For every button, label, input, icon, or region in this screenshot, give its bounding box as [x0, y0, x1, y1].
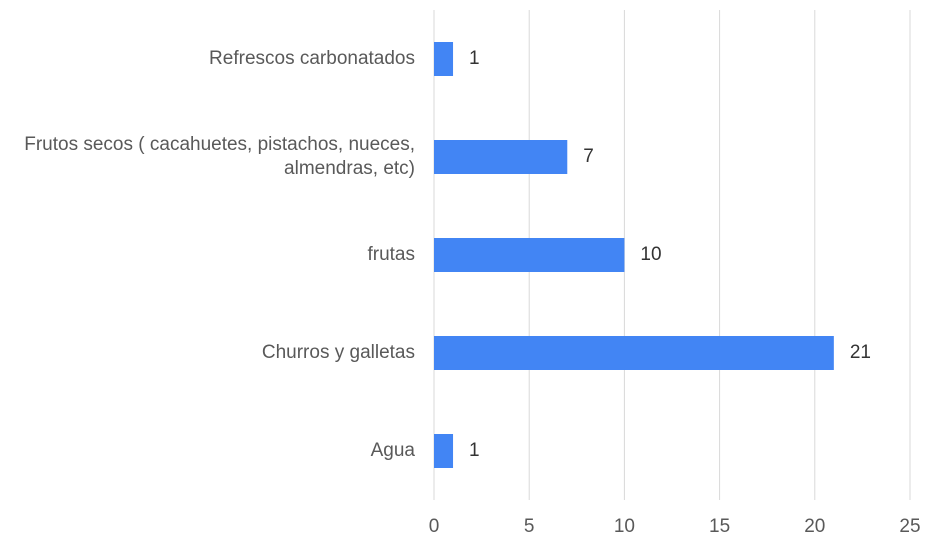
value-label: 1 [469, 48, 480, 69]
bar [434, 336, 834, 370]
x-tick-label: 10 [614, 516, 635, 537]
value-label: 21 [850, 342, 871, 363]
x-tick-label: 25 [899, 516, 920, 537]
x-tick-label: 5 [524, 516, 535, 537]
value-label: 10 [640, 244, 661, 265]
y-tick-label: Agua [370, 440, 415, 461]
y-tick-label: Refrescos carbonatados [209, 48, 415, 69]
bar [434, 434, 454, 468]
x-tick-label: 20 [804, 516, 825, 537]
y-tick-label: Frutos secos ( cacahuetes, pistachos, nu… [24, 134, 415, 179]
value-label: 7 [583, 146, 594, 167]
x-tick-label: 15 [709, 516, 730, 537]
y-tick-label: Churros y galletas [261, 342, 415, 363]
bar [434, 42, 454, 76]
value-label: 1 [469, 440, 480, 461]
bar [434, 140, 568, 174]
x-tick-label: 0 [429, 516, 440, 537]
y-tick-label: frutas [367, 244, 415, 265]
bar [434, 238, 625, 272]
